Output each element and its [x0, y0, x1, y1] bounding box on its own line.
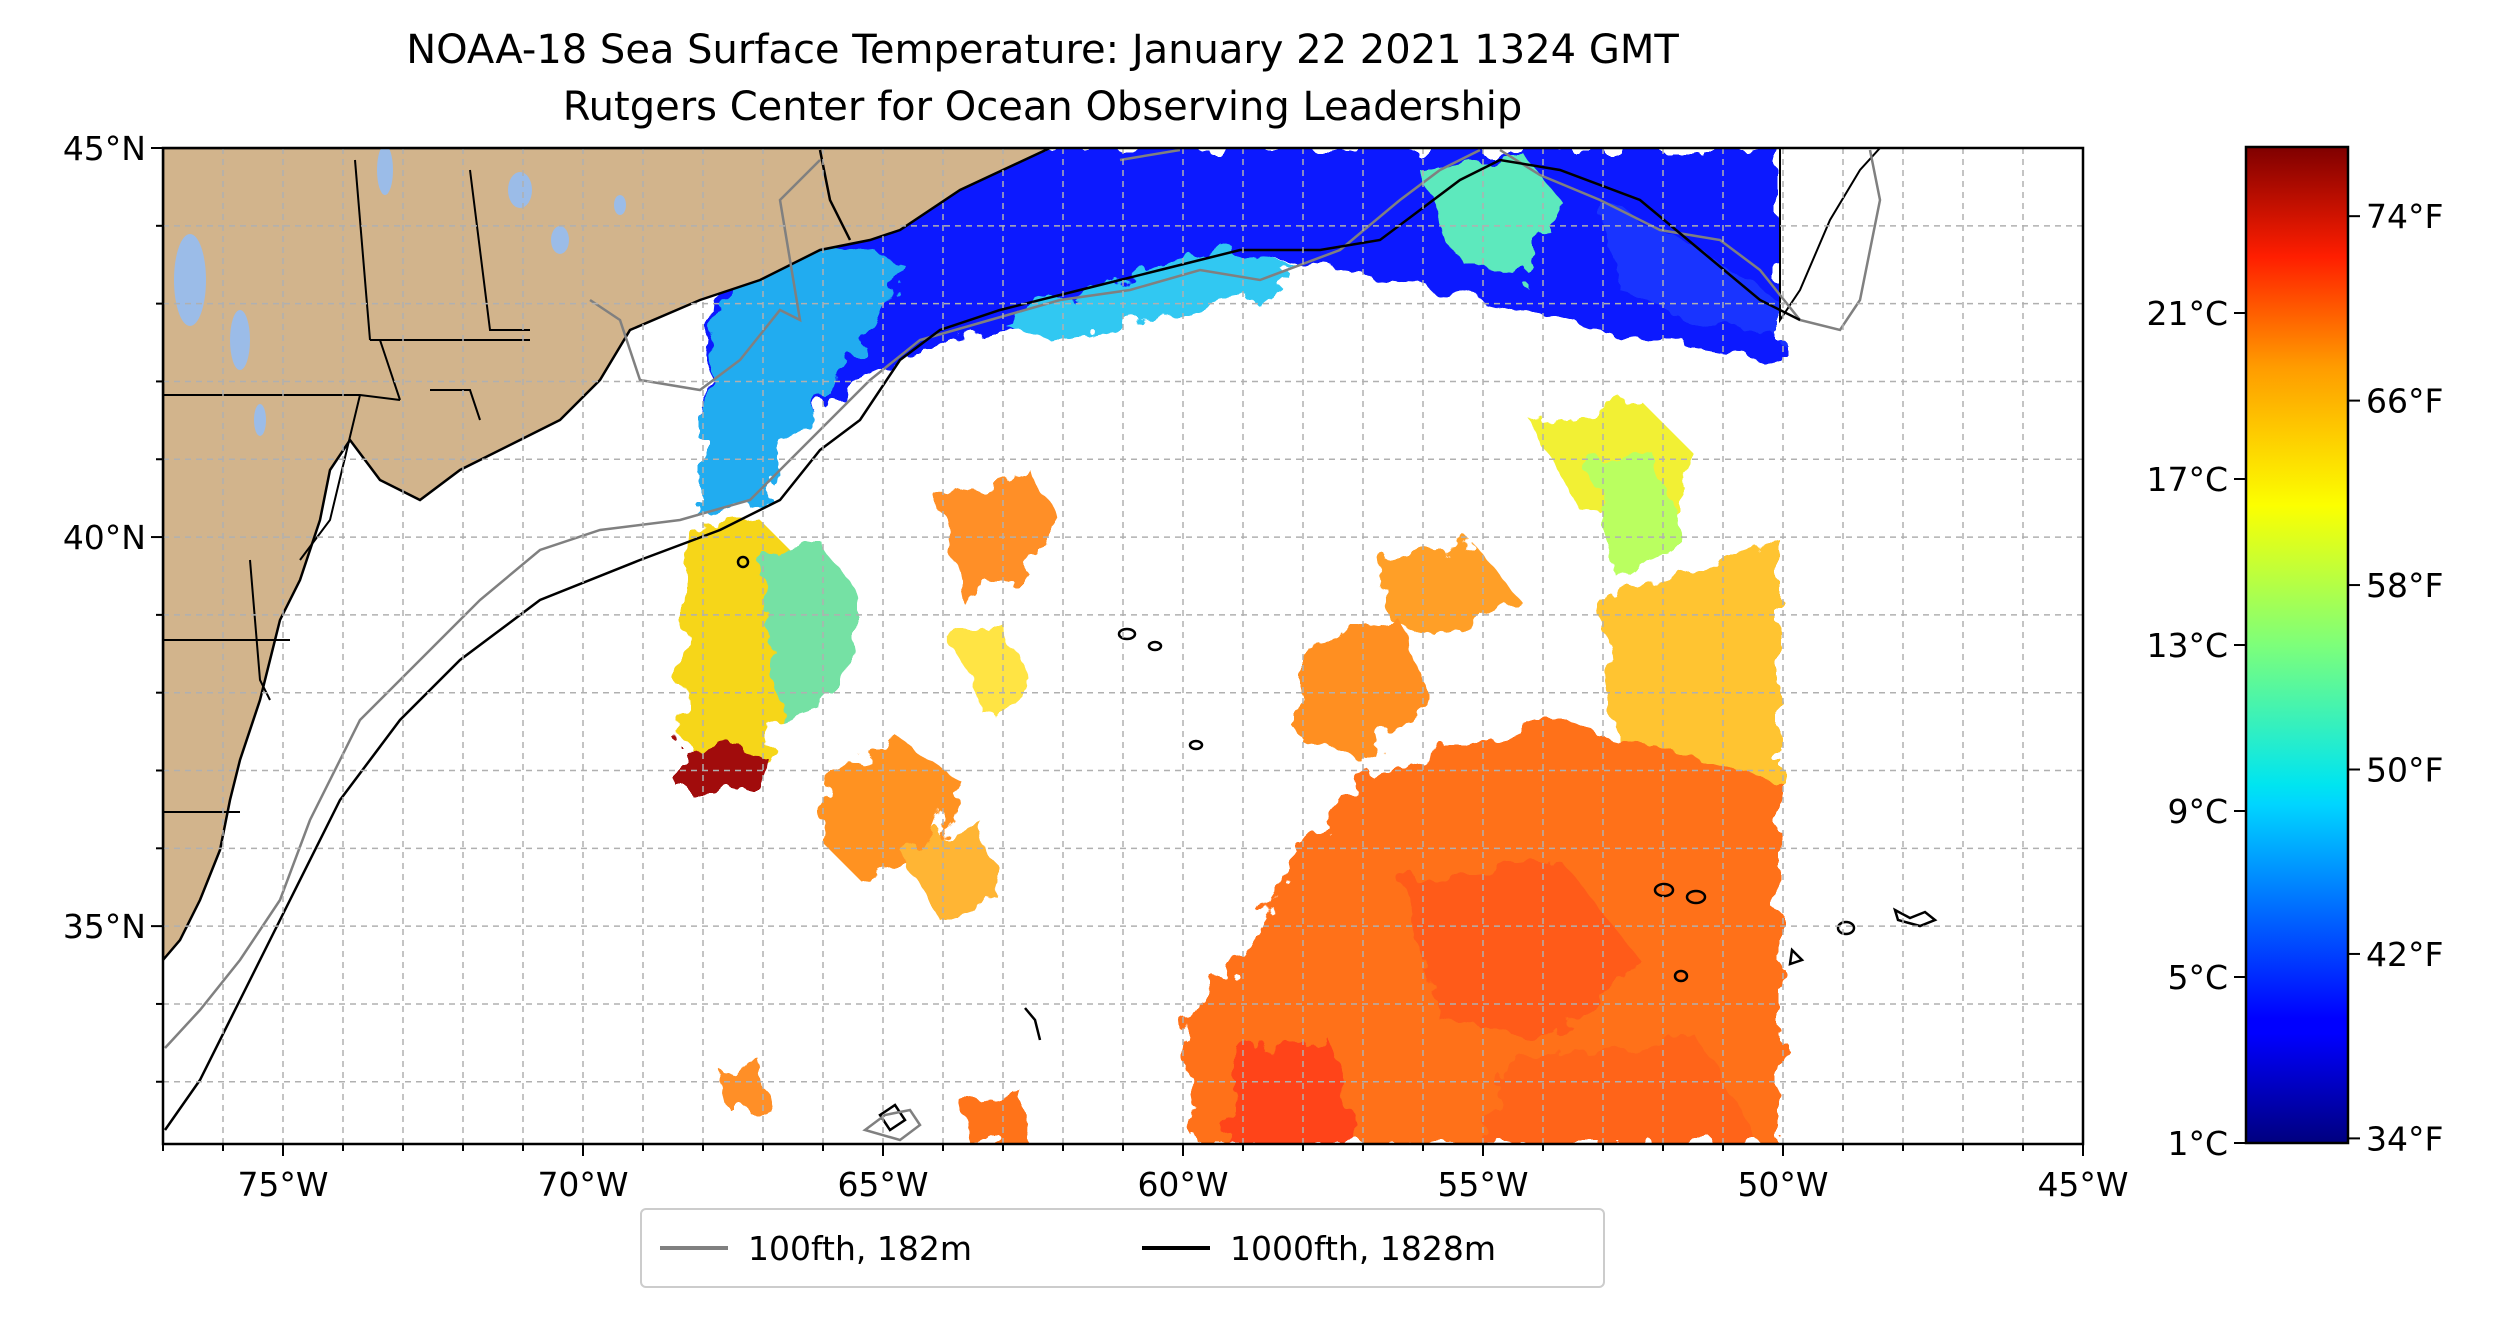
colorbar-f-label: 34°F [2366, 1119, 2443, 1158]
isobath-1000fth [163, 149, 1938, 1142]
colorbar-c-label: 21°C [2146, 294, 2228, 333]
colorbar-c-label: 17°C [2146, 460, 2228, 499]
lon-tick-label: 45°W [2037, 1165, 2128, 1204]
colorbar-f-label: 74°F [2366, 197, 2443, 236]
legend: 100fth, 182m 1000fth, 1828m [640, 1208, 1605, 1288]
legend-item-100fth: 100fth, 182m [660, 1210, 972, 1286]
isobath-100fth [164, 148, 1882, 1049]
lat-tick-label: 45°N [63, 129, 146, 168]
latitude-axis: 35°N 40°N 45°N [63, 129, 163, 1083]
lon-tick-label: 55°W [1437, 1165, 1528, 1204]
land [163, 148, 1882, 962]
celsius-axis: 1°C 5°C 9°C 13°C 17°C 21°C [2146, 294, 2246, 1163]
gridlines [163, 148, 2083, 1144]
colorbar-f-label: 50°F [2366, 751, 2443, 790]
lon-tick-label: 70°W [537, 1165, 628, 1204]
state-borders [163, 159, 530, 813]
colorbar-f-label: 58°F [2366, 566, 2443, 605]
chart-subtitle: Rutgers Center for Ocean Observing Leade… [562, 84, 1523, 130]
legend-label-1000fth: 1000fth, 1828m [1230, 1228, 1496, 1268]
colorbar-gradient [2246, 147, 2348, 1143]
lon-tick-label: 60°W [1137, 1165, 1228, 1204]
legend-label-100fth: 100fth, 182m [748, 1228, 972, 1268]
fahrenheit-axis: 34°F 42°F 50°F 58°F 66°F 74°F [2348, 197, 2443, 1158]
lon-tick-label: 65°W [837, 1165, 928, 1204]
legend-line-black [1142, 1246, 1210, 1250]
colorbar-c-label: 9°C [2167, 792, 2228, 831]
colorbar-c-label: 5°C [2167, 958, 2228, 997]
lon-tick-label: 50°W [1737, 1165, 1828, 1204]
colorbar-c-label: 13°C [2146, 626, 2228, 665]
map-panel [163, 148, 2083, 1144]
colorbar-c-label: 1°C [2167, 1124, 2228, 1163]
lat-tick-label: 40°N [63, 518, 146, 557]
legend-item-1000fth: 1000fth, 1828m [1142, 1210, 1496, 1286]
colorbar-f-label: 66°F [2366, 382, 2443, 421]
lat-tick-label: 35°N [63, 907, 146, 946]
colorbar-f-label: 42°F [2366, 935, 2443, 974]
lon-tick-label: 75°W [237, 1165, 328, 1204]
chart-title: NOAA-18 Sea Surface Temperature: January… [406, 27, 1679, 73]
lakes [174, 148, 626, 436]
legend-line-gray [660, 1246, 728, 1250]
longitude-axis: 75°W 70°W 65°W 60°W 55°W 50°W 45°W [162, 1144, 2129, 1204]
sst-overlay [680, 148, 1780, 1144]
